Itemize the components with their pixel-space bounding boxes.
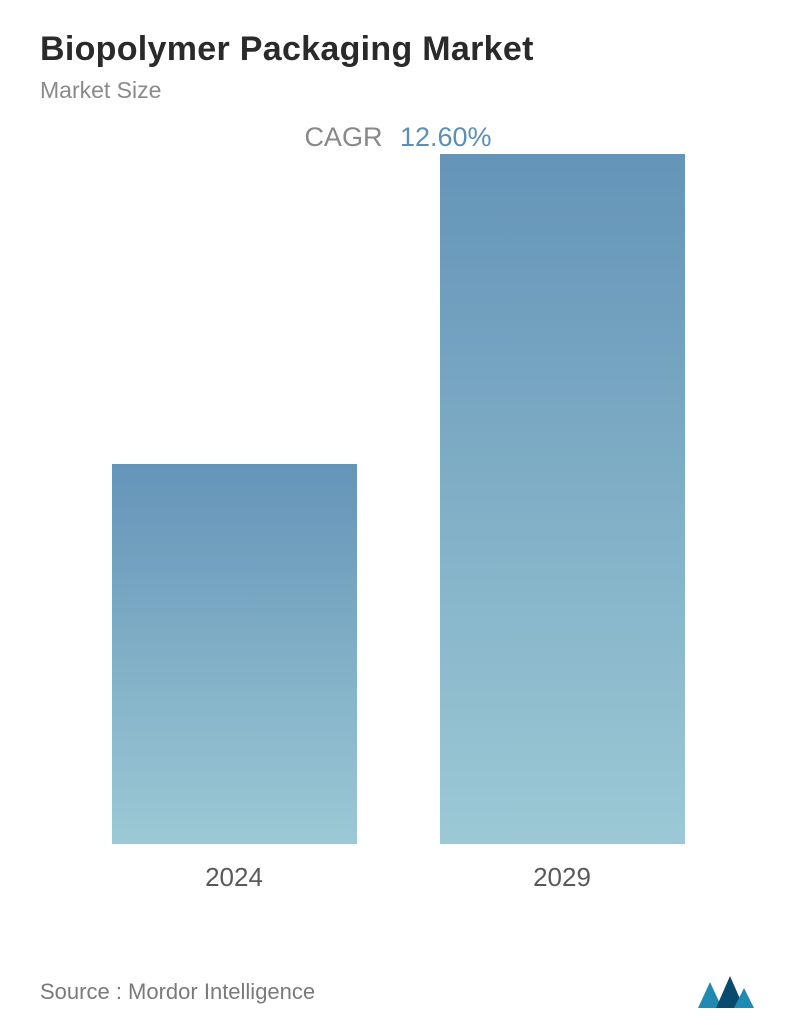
cagr-row: CAGR 12.60%	[40, 122, 756, 153]
bar-label-1: 2029	[533, 862, 591, 893]
bar-1	[440, 154, 685, 844]
source-text: Source : Mordor Intelligence	[40, 979, 315, 1005]
bar-group-1: 2029	[440, 154, 685, 893]
bar-label-0: 2024	[205, 862, 263, 893]
bar-chart: 2024 2029	[40, 193, 756, 893]
page-subtitle: Market Size	[40, 77, 756, 104]
bar-group-0: 2024	[112, 464, 357, 893]
page-title: Biopolymer Packaging Market	[40, 30, 756, 69]
bar-0	[112, 464, 357, 844]
cagr-value: 12.60%	[400, 122, 492, 152]
footer: Source : Mordor Intelligence	[40, 974, 756, 1010]
cagr-label: CAGR	[304, 122, 382, 152]
brand-logo-icon	[696, 974, 756, 1010]
